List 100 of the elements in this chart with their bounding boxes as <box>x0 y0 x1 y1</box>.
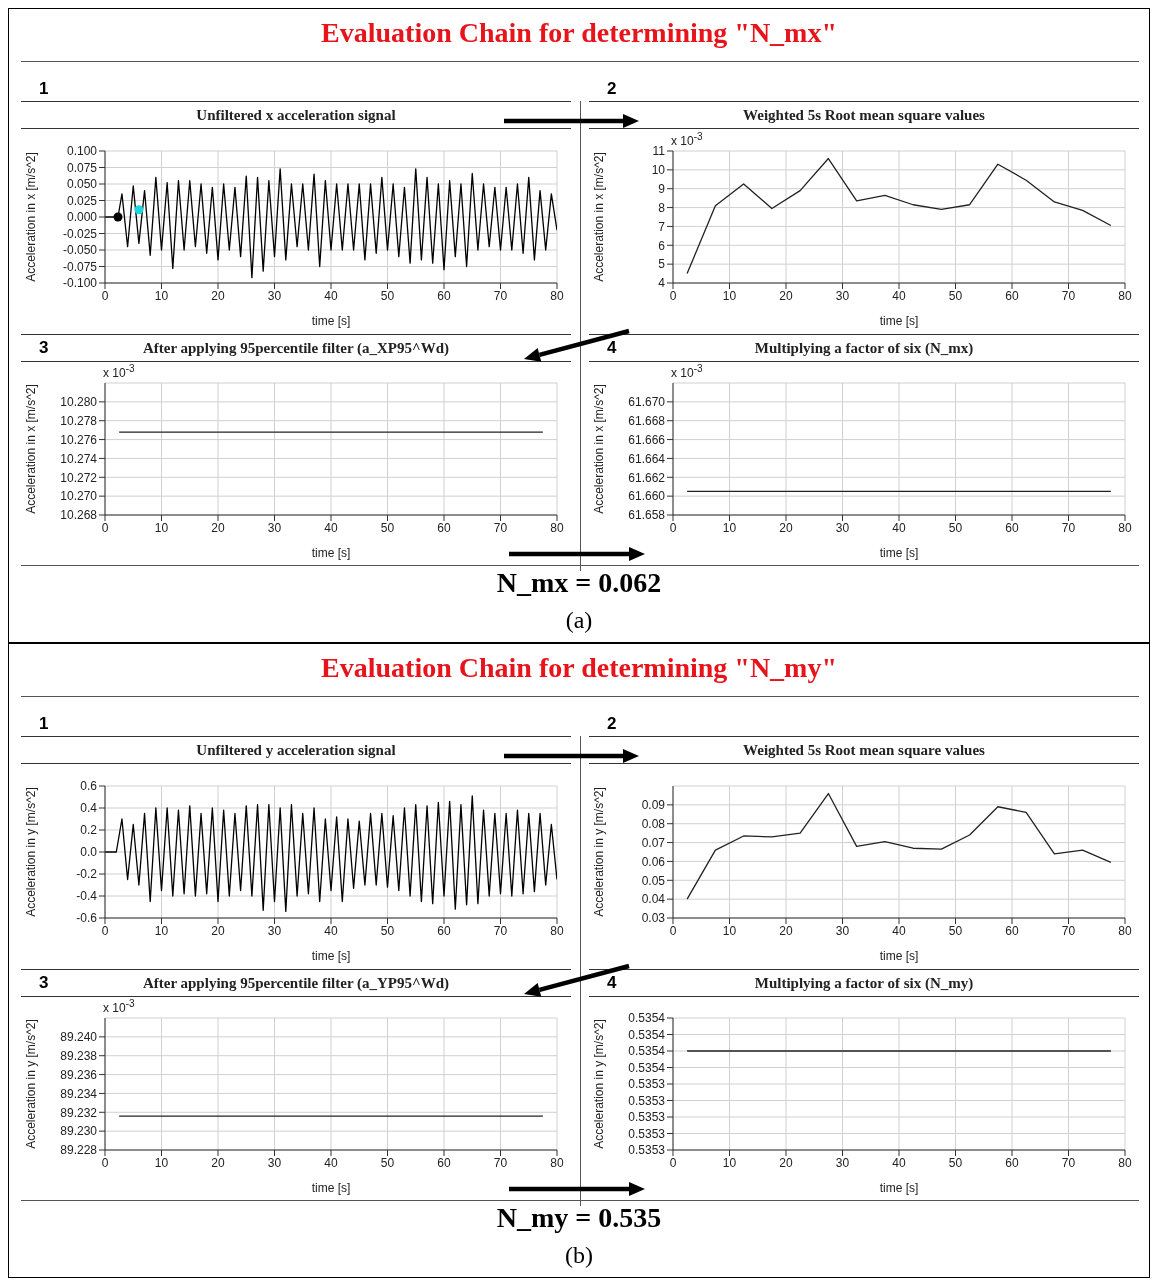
x-tick-label: 0 <box>101 923 109 938</box>
x-tick-label: 0 <box>669 520 677 535</box>
x-tick-label: 50 <box>380 1155 395 1170</box>
text: N_my = 0.535 <box>495 1202 663 1234</box>
x-tick-label: 30 <box>835 1155 850 1170</box>
y-tick-label: 0.5354 <box>628 1060 666 1075</box>
y-tick-label: 0.5354 <box>628 1011 666 1026</box>
y-tick-label: 0.08 <box>641 816 666 831</box>
y-tick-label: 61.662 <box>628 470 666 485</box>
y-tick-label: 10.278 <box>60 413 98 428</box>
x-tick-label: 10 <box>722 288 737 303</box>
y-tick-label: 0.000 <box>66 210 98 225</box>
y-tick-label: -0.075 <box>62 259 98 274</box>
x-tick-label: 20 <box>779 288 793 303</box>
y-tick-label: 89.228 <box>60 1143 98 1158</box>
x-axis-title: time [s] <box>879 546 919 560</box>
x-tick-label: 30 <box>267 1155 282 1170</box>
y-tick-label: 0.050 <box>66 177 98 192</box>
y-tick-label: 0.075 <box>66 160 98 175</box>
y-axis-title: Acceleration in y [m/s^2] <box>24 1019 39 1149</box>
text: (a) <box>564 607 594 634</box>
y-tick-label: 0.5354 <box>628 1027 666 1042</box>
y-tick-label: 89.236 <box>60 1067 98 1082</box>
x-tick-label: 60 <box>1005 520 1019 535</box>
chart-subtitle: Weighted 5s Root mean square values <box>589 737 1139 763</box>
text: 2 <box>607 714 617 734</box>
x-axis-title: time [s] <box>311 1181 351 1195</box>
y-tick-label: 9 <box>658 181 666 196</box>
x-tick-label: 10 <box>722 520 737 535</box>
x-tick-label: 70 <box>493 1155 508 1170</box>
x-tick-label: 30 <box>267 520 282 535</box>
y-tick-label: 0.100 <box>66 144 98 159</box>
x-tick-label: 0 <box>669 288 677 303</box>
x-tick-label: 20 <box>211 288 225 303</box>
x-axis-title: time [s] <box>879 1181 919 1195</box>
x-tick-label: 20 <box>779 520 793 535</box>
x-tick-label: 10 <box>154 520 169 535</box>
x-tick-label: 40 <box>892 288 906 303</box>
x-axis-title: time [s] <box>311 314 351 328</box>
y-tick-label: 0.5353 <box>628 1143 666 1158</box>
x-tick-label: 40 <box>892 520 906 535</box>
y-tick-label: 0.4 <box>80 801 98 816</box>
x-tick-label: 80 <box>550 520 564 535</box>
y-tick-label: -0.2 <box>76 867 98 882</box>
x-tick-label: 70 <box>1061 1155 1076 1170</box>
x-tick-label: 0 <box>101 288 109 303</box>
y-tick-label: 0.07 <box>641 835 666 850</box>
x-tick-label: 40 <box>892 923 906 938</box>
text: 1 <box>39 79 49 99</box>
text: 1 <box>39 714 49 734</box>
x-tick-label: 80 <box>1118 520 1132 535</box>
y-tick-label: 89.232 <box>60 1105 98 1120</box>
x-tick-label: 80 <box>550 288 564 303</box>
text: N_mx = 0.062 <box>495 567 663 599</box>
text: (b) <box>564 1242 594 1269</box>
x-tick-label: 80 <box>550 923 564 938</box>
y-tick-label: 10.268 <box>60 508 98 523</box>
y-tick-label: -0.050 <box>62 243 98 258</box>
y-tick-label: 0.6 <box>80 779 98 794</box>
x-tick-label: 70 <box>1061 288 1076 303</box>
x-tick-label: 10 <box>722 923 737 938</box>
x-tick-label: 30 <box>267 288 282 303</box>
x-tick-label: 70 <box>1061 923 1076 938</box>
x-tick-label: 50 <box>948 288 963 303</box>
y-tick-label: 0.025 <box>66 193 98 208</box>
y-axis-title: Acceleration in x [m/s^2] <box>24 152 39 282</box>
y-tick-label: -0.100 <box>62 276 98 291</box>
text: 4 <box>607 338 617 358</box>
x-tick-label: 40 <box>324 1155 338 1170</box>
y-axis-title: Acceleration in y [m/s^2] <box>592 1019 607 1149</box>
y-tick-label: 4 <box>658 276 666 291</box>
x-tick-label: 80 <box>1118 1155 1132 1170</box>
chart-title: Evaluation Chain for determining "N_mx" <box>320 17 838 49</box>
chart-subtitle: Weighted 5s Root mean square values <box>589 102 1139 128</box>
line-series <box>105 795 557 913</box>
text: x 10$^{-3}$ <box>103 363 135 380</box>
text: x 10$^{-3}$ <box>671 363 703 380</box>
chart-subtitle: Unfiltered x acceleration signal <box>21 102 571 128</box>
y-tick-label: 89.238 <box>60 1048 98 1063</box>
y-tick-label: 10.276 <box>60 432 98 447</box>
x-tick-label: 40 <box>324 923 338 938</box>
x-tick-label: 70 <box>1061 520 1076 535</box>
x-tick-label: 10 <box>154 923 169 938</box>
y-tick-label: 0.03 <box>641 911 666 926</box>
line-series <box>686 157 1112 275</box>
x-tick-label: 10 <box>722 1155 737 1170</box>
y-axis-title: Acceleration in y [m/s^2] <box>24 787 39 917</box>
y-tick-label: 6 <box>658 238 666 253</box>
y-tick-label: 5 <box>658 257 666 272</box>
x-axis-title: time [s] <box>879 314 919 328</box>
x-tick-label: 80 <box>1118 923 1132 938</box>
y-tick-label: 0.06 <box>641 854 666 869</box>
y-tick-label: 10.270 <box>60 489 98 504</box>
x-tick-label: 80 <box>1118 288 1132 303</box>
y-tick-label: 0.5353 <box>628 1110 666 1125</box>
x-tick-label: 50 <box>948 1155 963 1170</box>
x-tick-label: 40 <box>324 288 338 303</box>
y-axis-title: Acceleration in x [m/s^2] <box>592 384 607 514</box>
y-tick-label: 0.5353 <box>628 1093 666 1108</box>
x-tick-label: 50 <box>380 288 395 303</box>
